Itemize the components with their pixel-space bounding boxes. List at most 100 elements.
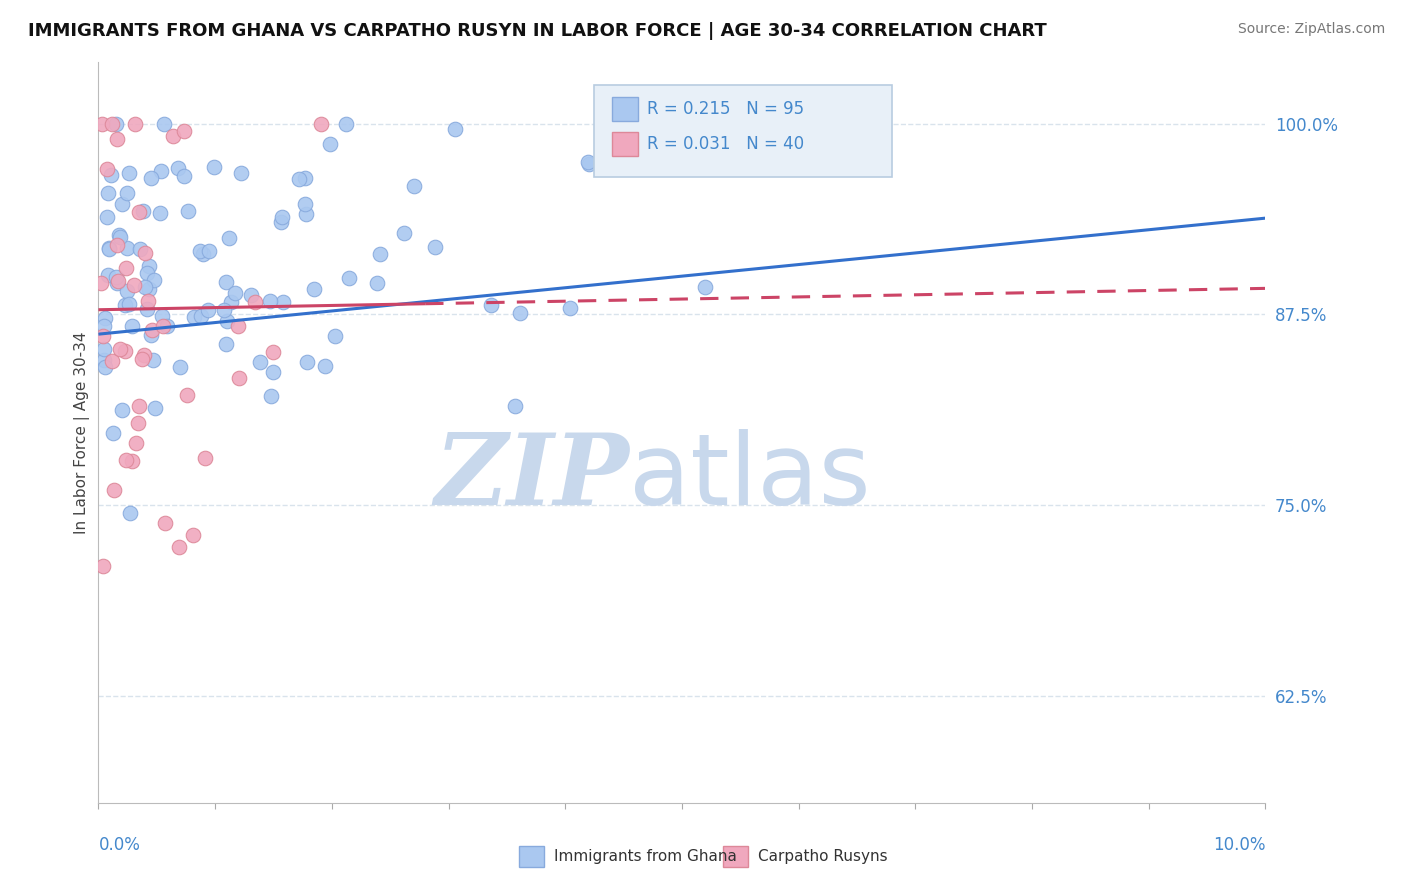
Point	[94, 360, 117, 375]
Point	[271, 295, 294, 310]
Point	[259, 293, 281, 308]
Point	[118, 506, 141, 520]
Point	[132, 347, 155, 361]
Point	[224, 285, 246, 300]
Point	[194, 451, 217, 466]
Point	[90, 277, 112, 291]
Point	[142, 352, 165, 367]
Point	[169, 540, 191, 554]
Point	[107, 274, 129, 288]
Point	[262, 365, 284, 379]
Point	[270, 210, 292, 224]
Point	[218, 231, 240, 245]
Point	[91, 329, 114, 343]
Point	[114, 343, 136, 358]
Point	[136, 293, 159, 308]
Point	[101, 354, 124, 368]
Point	[128, 399, 150, 413]
Point	[294, 197, 316, 211]
Point	[215, 337, 238, 351]
Point	[337, 270, 360, 285]
Point	[560, 301, 582, 315]
FancyBboxPatch shape	[612, 132, 637, 156]
Point	[260, 389, 283, 403]
Point	[309, 116, 332, 130]
Point	[578, 157, 600, 171]
Point	[243, 294, 266, 309]
Point	[198, 244, 221, 258]
Point	[335, 116, 357, 130]
Point	[153, 516, 176, 530]
Point	[131, 352, 153, 367]
Point	[110, 342, 132, 356]
Point	[98, 242, 121, 256]
Point	[152, 319, 174, 334]
Text: atlas: atlas	[630, 428, 872, 525]
Text: 0.0%: 0.0%	[98, 836, 141, 855]
Text: 10.0%: 10.0%	[1213, 836, 1265, 855]
Point	[177, 203, 200, 218]
Point	[287, 171, 309, 186]
FancyBboxPatch shape	[723, 847, 748, 867]
Point	[366, 276, 388, 290]
Point	[183, 310, 205, 325]
Point	[121, 318, 143, 333]
Point	[166, 161, 188, 176]
Point	[93, 352, 115, 367]
Point	[215, 275, 238, 289]
Point	[91, 116, 114, 130]
Point	[197, 302, 219, 317]
Point	[314, 359, 336, 373]
Point	[125, 435, 148, 450]
Point	[503, 400, 526, 414]
Point	[132, 203, 155, 218]
Point	[135, 302, 157, 317]
Point	[141, 323, 163, 337]
Point	[219, 295, 242, 310]
Point	[143, 401, 166, 415]
Point	[142, 273, 165, 287]
Point	[115, 260, 138, 275]
Point	[249, 355, 271, 369]
Point	[217, 314, 239, 328]
Point	[302, 282, 325, 296]
Point	[153, 116, 176, 130]
Point	[319, 137, 342, 152]
Text: Source: ZipAtlas.com: Source: ZipAtlas.com	[1237, 22, 1385, 37]
Point	[368, 246, 391, 260]
Point	[118, 296, 141, 310]
Point	[105, 270, 128, 285]
Point	[156, 319, 179, 334]
Point	[423, 240, 446, 254]
Point	[128, 204, 150, 219]
Point	[114, 453, 136, 467]
FancyBboxPatch shape	[519, 847, 544, 867]
Point	[162, 128, 184, 143]
Point	[270, 215, 292, 229]
Point	[96, 211, 118, 225]
Point	[103, 483, 125, 497]
Point	[402, 178, 425, 193]
Point	[191, 246, 214, 260]
Point	[173, 169, 195, 183]
Text: Immigrants from Ghana: Immigrants from Ghana	[554, 849, 737, 864]
Point	[576, 155, 599, 169]
Point	[93, 319, 115, 334]
Point	[100, 168, 122, 182]
Point	[93, 342, 115, 356]
Point	[101, 425, 124, 440]
Point	[124, 116, 146, 130]
Point	[108, 230, 131, 244]
FancyBboxPatch shape	[595, 85, 891, 178]
Point	[228, 371, 250, 385]
Point	[228, 318, 250, 333]
Point	[134, 280, 156, 294]
Point	[98, 241, 121, 255]
Text: R = 0.215   N = 95: R = 0.215 N = 95	[647, 100, 804, 118]
Point	[91, 559, 114, 574]
Point	[169, 359, 191, 374]
Point	[105, 131, 128, 145]
Point	[239, 288, 262, 302]
Point	[392, 226, 415, 240]
Point	[105, 238, 128, 252]
